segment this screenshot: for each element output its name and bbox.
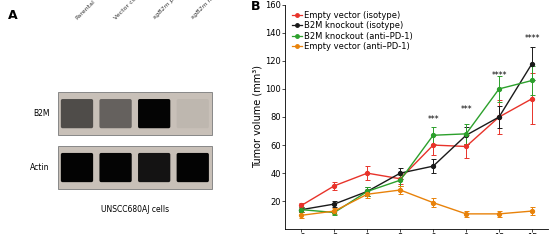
- Legend: Empty vector (isotype), B2M knockout (isotype), B2M knockout (anti–PD-1), Empty : Empty vector (isotype), B2M knockout (is…: [292, 11, 413, 51]
- Text: ***: ***: [460, 105, 472, 114]
- FancyBboxPatch shape: [138, 153, 170, 182]
- Text: ****: ****: [491, 72, 507, 80]
- Text: ***: ***: [427, 115, 439, 124]
- Text: sgB2m monoclonal: sgB2m monoclonal: [191, 0, 237, 20]
- Text: Vector control: Vector control: [114, 0, 148, 20]
- Text: ****: ****: [524, 34, 540, 43]
- FancyBboxPatch shape: [99, 99, 132, 128]
- Text: UNSCC680AJ cells: UNSCC680AJ cells: [101, 205, 169, 214]
- Bar: [58, 92, 212, 135]
- FancyBboxPatch shape: [177, 99, 209, 128]
- Y-axis label: Tumor volume (mm³): Tumor volume (mm³): [252, 66, 262, 168]
- FancyBboxPatch shape: [61, 99, 93, 128]
- FancyBboxPatch shape: [177, 153, 209, 182]
- Text: A: A: [8, 9, 17, 22]
- Text: B2M: B2M: [33, 109, 49, 118]
- Text: sgB2m polyclonal: sgB2m polyclonal: [152, 0, 195, 20]
- FancyBboxPatch shape: [138, 99, 170, 128]
- Bar: [58, 146, 212, 189]
- Text: Parental: Parental: [75, 0, 96, 20]
- Text: B: B: [251, 0, 260, 13]
- FancyBboxPatch shape: [61, 153, 93, 182]
- FancyBboxPatch shape: [99, 153, 132, 182]
- Text: Actin: Actin: [30, 163, 49, 172]
